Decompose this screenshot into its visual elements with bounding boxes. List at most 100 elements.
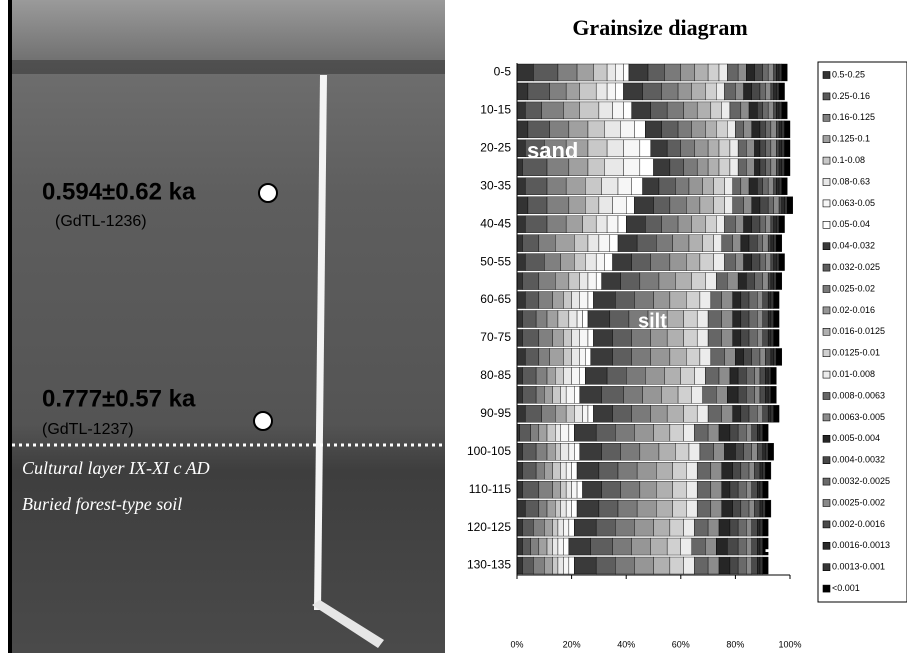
bar-segment bbox=[631, 253, 651, 271]
bar-segment bbox=[538, 348, 550, 366]
bar-segment bbox=[571, 329, 580, 347]
bar-segment bbox=[656, 480, 673, 499]
bar-segment bbox=[598, 499, 619, 518]
bar-segment bbox=[776, 139, 780, 158]
bar-segment bbox=[686, 253, 701, 271]
bar-segment bbox=[565, 82, 580, 101]
bar-segment bbox=[612, 329, 632, 347]
bar-segment bbox=[729, 424, 739, 442]
bar-segment bbox=[675, 272, 692, 290]
bar-segment bbox=[604, 120, 621, 139]
bar-segment bbox=[631, 177, 643, 195]
bar-segment bbox=[587, 291, 594, 309]
bar-segment bbox=[546, 424, 556, 442]
bar-segment bbox=[524, 101, 542, 120]
bar-segment bbox=[631, 348, 651, 366]
bar-segment bbox=[776, 348, 783, 366]
legend-swatch bbox=[822, 92, 831, 101]
bar-segment bbox=[557, 556, 564, 575]
bar-segment bbox=[740, 499, 750, 518]
bar-segment bbox=[694, 556, 709, 575]
bar-segment bbox=[713, 196, 725, 214]
bar-segment bbox=[713, 234, 722, 252]
bar-segment bbox=[746, 272, 755, 290]
bar-segment bbox=[765, 367, 769, 385]
bar-segment bbox=[776, 215, 780, 233]
bar-segment bbox=[522, 386, 537, 404]
bar-segment bbox=[574, 253, 586, 271]
bar-segment bbox=[710, 462, 722, 480]
bar-segment bbox=[549, 82, 567, 101]
bar-segment bbox=[604, 158, 624, 176]
bar-segment bbox=[696, 499, 712, 518]
bar-segment bbox=[677, 215, 692, 233]
bar-segment bbox=[737, 480, 747, 499]
bar-segment bbox=[765, 462, 772, 480]
bar-segment bbox=[620, 480, 641, 499]
bar-segment bbox=[544, 556, 553, 575]
bar-segment bbox=[748, 101, 758, 120]
bar-segment bbox=[702, 177, 714, 195]
bar-segment bbox=[737, 537, 747, 556]
bar-segment bbox=[767, 177, 774, 195]
bar-segment bbox=[601, 386, 624, 404]
bar-segment bbox=[691, 120, 706, 139]
bar-segment bbox=[705, 120, 717, 139]
bar-segment bbox=[601, 480, 621, 499]
photo: 0.594±0.62 ka (GdTL-1236) 0.777±0.57 ka … bbox=[8, 0, 445, 653]
bar-segment bbox=[623, 139, 641, 158]
bar-segment bbox=[759, 82, 766, 101]
bar-segment bbox=[773, 234, 777, 252]
bar-segment bbox=[571, 348, 580, 366]
bar-segment bbox=[762, 291, 769, 309]
legend-swatch bbox=[822, 584, 831, 593]
bar-segment bbox=[707, 139, 720, 158]
bar-segment bbox=[516, 499, 526, 518]
bar-segment bbox=[718, 556, 731, 575]
bar-segment bbox=[743, 253, 752, 271]
bar-segment bbox=[656, 234, 673, 252]
bar-segment bbox=[767, 291, 772, 309]
bar-segment bbox=[762, 177, 769, 195]
bar-segment bbox=[718, 367, 731, 385]
bar-segment bbox=[710, 499, 722, 518]
bar-segment bbox=[563, 101, 580, 120]
bar-segment bbox=[557, 537, 564, 556]
bar-segment bbox=[623, 386, 643, 404]
legend-label: 0.16-0.125 bbox=[832, 112, 875, 122]
bar-segment bbox=[732, 234, 742, 252]
bar-segment bbox=[746, 480, 752, 499]
bar-segment bbox=[555, 424, 561, 442]
bar-segment bbox=[538, 537, 548, 556]
bar-segment bbox=[552, 518, 559, 537]
bar-segment bbox=[781, 120, 785, 139]
bar-segment bbox=[516, 329, 523, 347]
bar-segment bbox=[759, 120, 766, 139]
bar-segment bbox=[751, 120, 761, 139]
bar-segment bbox=[721, 234, 733, 252]
bar-segment bbox=[653, 158, 671, 176]
bar-segment bbox=[740, 101, 750, 120]
bar-segment bbox=[743, 348, 752, 366]
bar-segment bbox=[778, 63, 783, 82]
legend-swatch bbox=[822, 434, 831, 443]
y-tick-label: 40-45 bbox=[480, 216, 511, 230]
bar-segment bbox=[707, 518, 720, 537]
bar-segment bbox=[759, 537, 763, 556]
x-tick-label: 80% bbox=[726, 639, 744, 649]
bar-segment bbox=[568, 424, 575, 442]
bar-segment bbox=[718, 158, 731, 176]
bar-segment bbox=[773, 405, 780, 423]
bar-segment bbox=[533, 63, 559, 82]
bar-segment bbox=[776, 120, 780, 139]
bar-segment bbox=[746, 386, 755, 404]
layer-label: Buried forest-type soil bbox=[22, 494, 182, 514]
bar-segment bbox=[767, 234, 772, 252]
y-tick-label: 110-115 bbox=[469, 482, 512, 496]
bar-segment bbox=[587, 310, 611, 328]
bar-segment bbox=[762, 405, 769, 423]
bar-segment bbox=[686, 480, 698, 499]
bar-segment bbox=[694, 139, 709, 158]
bar-segment bbox=[639, 443, 660, 461]
bar-segment bbox=[634, 424, 654, 442]
